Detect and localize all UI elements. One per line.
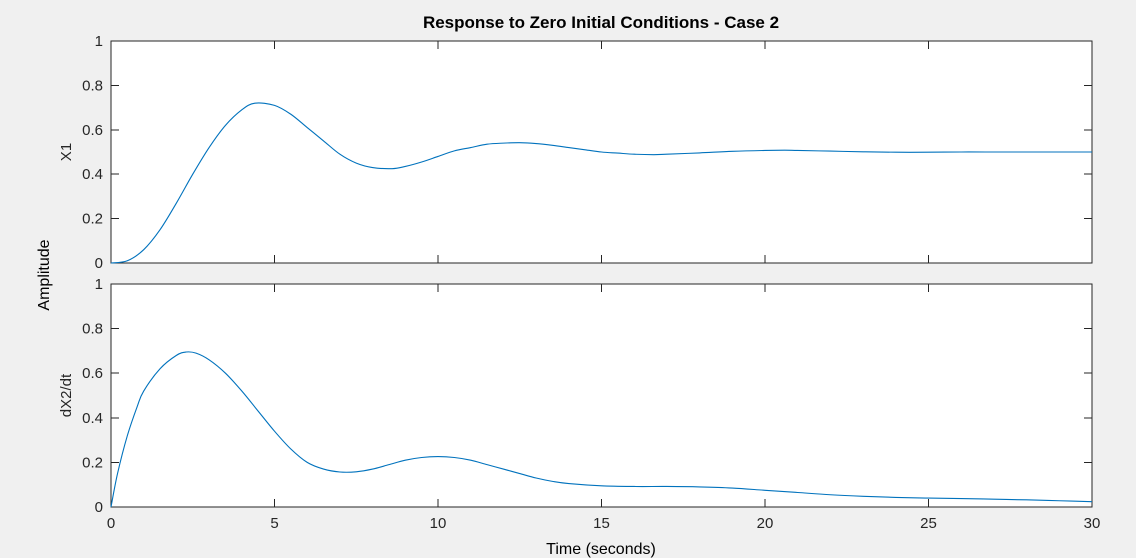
subplot-ylabel: X1 — [58, 143, 75, 161]
chart-title: Response to Zero Initial Conditions - Ca… — [423, 13, 779, 32]
x-tick-label: 30 — [1084, 515, 1101, 532]
x-tick-label: 10 — [430, 515, 447, 532]
y-tick-label: 0.4 — [82, 410, 103, 427]
x-tick-label: 15 — [593, 515, 610, 532]
x-axis-label: Time (seconds) — [546, 541, 656, 558]
series-line-1 — [110, 102, 1092, 264]
subplot-1: 0 0.2 0.4 0.6 0.8 1 X1 — [58, 33, 1093, 272]
y-tick-label: 1 — [95, 33, 103, 50]
x-tick-label: 5 — [270, 515, 278, 532]
subplot-ylabel: dX2/dt — [58, 373, 75, 417]
y-tick-label: 0.2 — [82, 454, 103, 471]
y-tick-label: 0 — [95, 499, 103, 516]
y-tick-label: 0.8 — [82, 77, 103, 94]
x-tick-label: 20 — [757, 515, 774, 532]
series-line-2 — [110, 351, 1093, 508]
y-tick-label: 0.4 — [82, 166, 103, 183]
y-tick-label: 1 — [95, 276, 103, 293]
x-tick-label: 0 — [107, 515, 115, 532]
y-tick-label: 0.2 — [82, 211, 103, 228]
y-tick-label: 0.6 — [82, 365, 103, 382]
y-tick-label: 0 — [95, 255, 103, 272]
x-tick-label: 25 — [920, 515, 937, 532]
plot-area — [110, 283, 1093, 508]
y-tick-label: 0.8 — [82, 321, 103, 338]
y-tick-label: 0.6 — [82, 122, 103, 139]
y-axis-label: Amplitude — [36, 239, 53, 310]
